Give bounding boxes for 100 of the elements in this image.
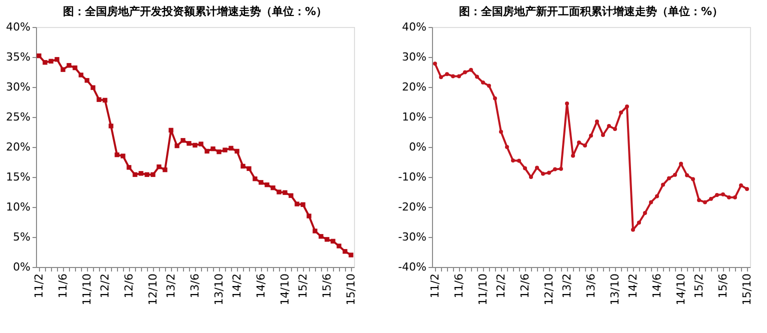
x-tick-label: 12/10 — [542, 274, 556, 306]
x-tick-label: 13/2 — [560, 274, 574, 298]
point — [433, 62, 437, 66]
point — [114, 152, 120, 158]
point — [487, 84, 491, 88]
point — [60, 67, 66, 72]
point — [715, 193, 719, 197]
point — [120, 154, 126, 158]
y-tick-label: 0% — [409, 140, 426, 154]
point — [607, 124, 611, 128]
y-tick-label: 40% — [6, 20, 30, 34]
point — [451, 74, 455, 78]
point — [481, 80, 485, 84]
point — [601, 133, 605, 137]
point — [246, 166, 252, 171]
point — [252, 176, 258, 182]
point — [90, 85, 96, 90]
point — [457, 74, 461, 78]
point — [727, 195, 731, 200]
x-tick-label: 12/6 — [122, 274, 136, 298]
point — [625, 104, 629, 108]
point — [529, 175, 533, 179]
point — [493, 96, 497, 100]
y-tick-label: 0% — [13, 260, 30, 274]
point — [541, 172, 545, 176]
point — [36, 53, 42, 58]
x-tick-label: 15/6 — [320, 274, 334, 298]
point — [649, 200, 653, 204]
point — [595, 120, 599, 124]
point — [589, 134, 593, 138]
x-tick-label: 12/6 — [518, 274, 532, 298]
point — [240, 164, 246, 169]
point — [150, 172, 156, 177]
point — [517, 158, 521, 163]
x-tick-label: 14/2 — [626, 274, 640, 298]
point — [204, 148, 210, 154]
point — [637, 220, 641, 225]
point — [547, 170, 551, 175]
point — [294, 202, 300, 206]
point — [42, 60, 48, 65]
point — [324, 237, 330, 242]
point — [631, 228, 635, 232]
point — [234, 148, 240, 154]
point — [673, 172, 677, 177]
y-tick-label: 10% — [6, 200, 30, 214]
x-tick-label: 11/10 — [80, 274, 94, 306]
point — [180, 138, 186, 143]
point — [138, 171, 144, 176]
point — [300, 202, 306, 207]
y-tick-label: 20% — [6, 140, 30, 154]
point — [318, 234, 324, 239]
y-tick-label: -30% — [398, 230, 426, 244]
y-tick-label: -10% — [398, 170, 426, 184]
point — [613, 127, 617, 131]
x-tick-label: 13/10 — [608, 274, 622, 306]
chart-title: 图：全国房地产开发投资额累计增速走势（单位：%） — [62, 5, 328, 18]
point — [174, 143, 180, 148]
x-tick-label: 11/10 — [476, 274, 490, 306]
point — [439, 75, 443, 80]
x-tick-label: 13/2 — [164, 274, 178, 298]
x-tick-label: 15/2 — [692, 274, 706, 298]
point — [144, 172, 150, 177]
y-tick-label: 35% — [6, 50, 30, 64]
y-tick-label: 10% — [402, 110, 426, 124]
x-tick-label: 14/2 — [230, 274, 244, 298]
point — [463, 70, 467, 74]
point — [559, 166, 563, 171]
point — [721, 192, 725, 196]
point — [511, 158, 515, 162]
point — [577, 140, 581, 144]
x-tick-label: 14/6 — [650, 274, 664, 298]
point — [685, 173, 689, 178]
x-tick-label: 11/2 — [32, 274, 46, 298]
y-tick-label: 15% — [6, 170, 30, 184]
y-tick-label: 30% — [6, 80, 30, 94]
point — [445, 72, 449, 76]
x-tick-label: 15/10 — [344, 274, 358, 306]
point — [132, 172, 138, 177]
point — [733, 195, 737, 200]
point — [619, 110, 623, 114]
point — [216, 149, 222, 154]
point — [96, 97, 102, 102]
point — [198, 142, 204, 146]
point — [661, 182, 665, 187]
x-tick-label: 12/10 — [146, 274, 160, 306]
x-tick-label: 13/6 — [188, 274, 202, 298]
x-tick-label: 13/6 — [584, 274, 598, 298]
point — [703, 200, 707, 204]
point — [643, 211, 647, 215]
y-tick-label: -40% — [398, 260, 426, 274]
point — [222, 148, 228, 152]
y-tick-label: 20% — [402, 80, 426, 94]
point — [535, 166, 539, 170]
x-tick-label: 12/2 — [494, 274, 508, 298]
point — [655, 194, 659, 198]
point — [691, 177, 695, 182]
x-tick-label: 14/10 — [278, 274, 292, 306]
point — [745, 187, 749, 191]
point — [192, 142, 198, 148]
point — [78, 72, 84, 78]
